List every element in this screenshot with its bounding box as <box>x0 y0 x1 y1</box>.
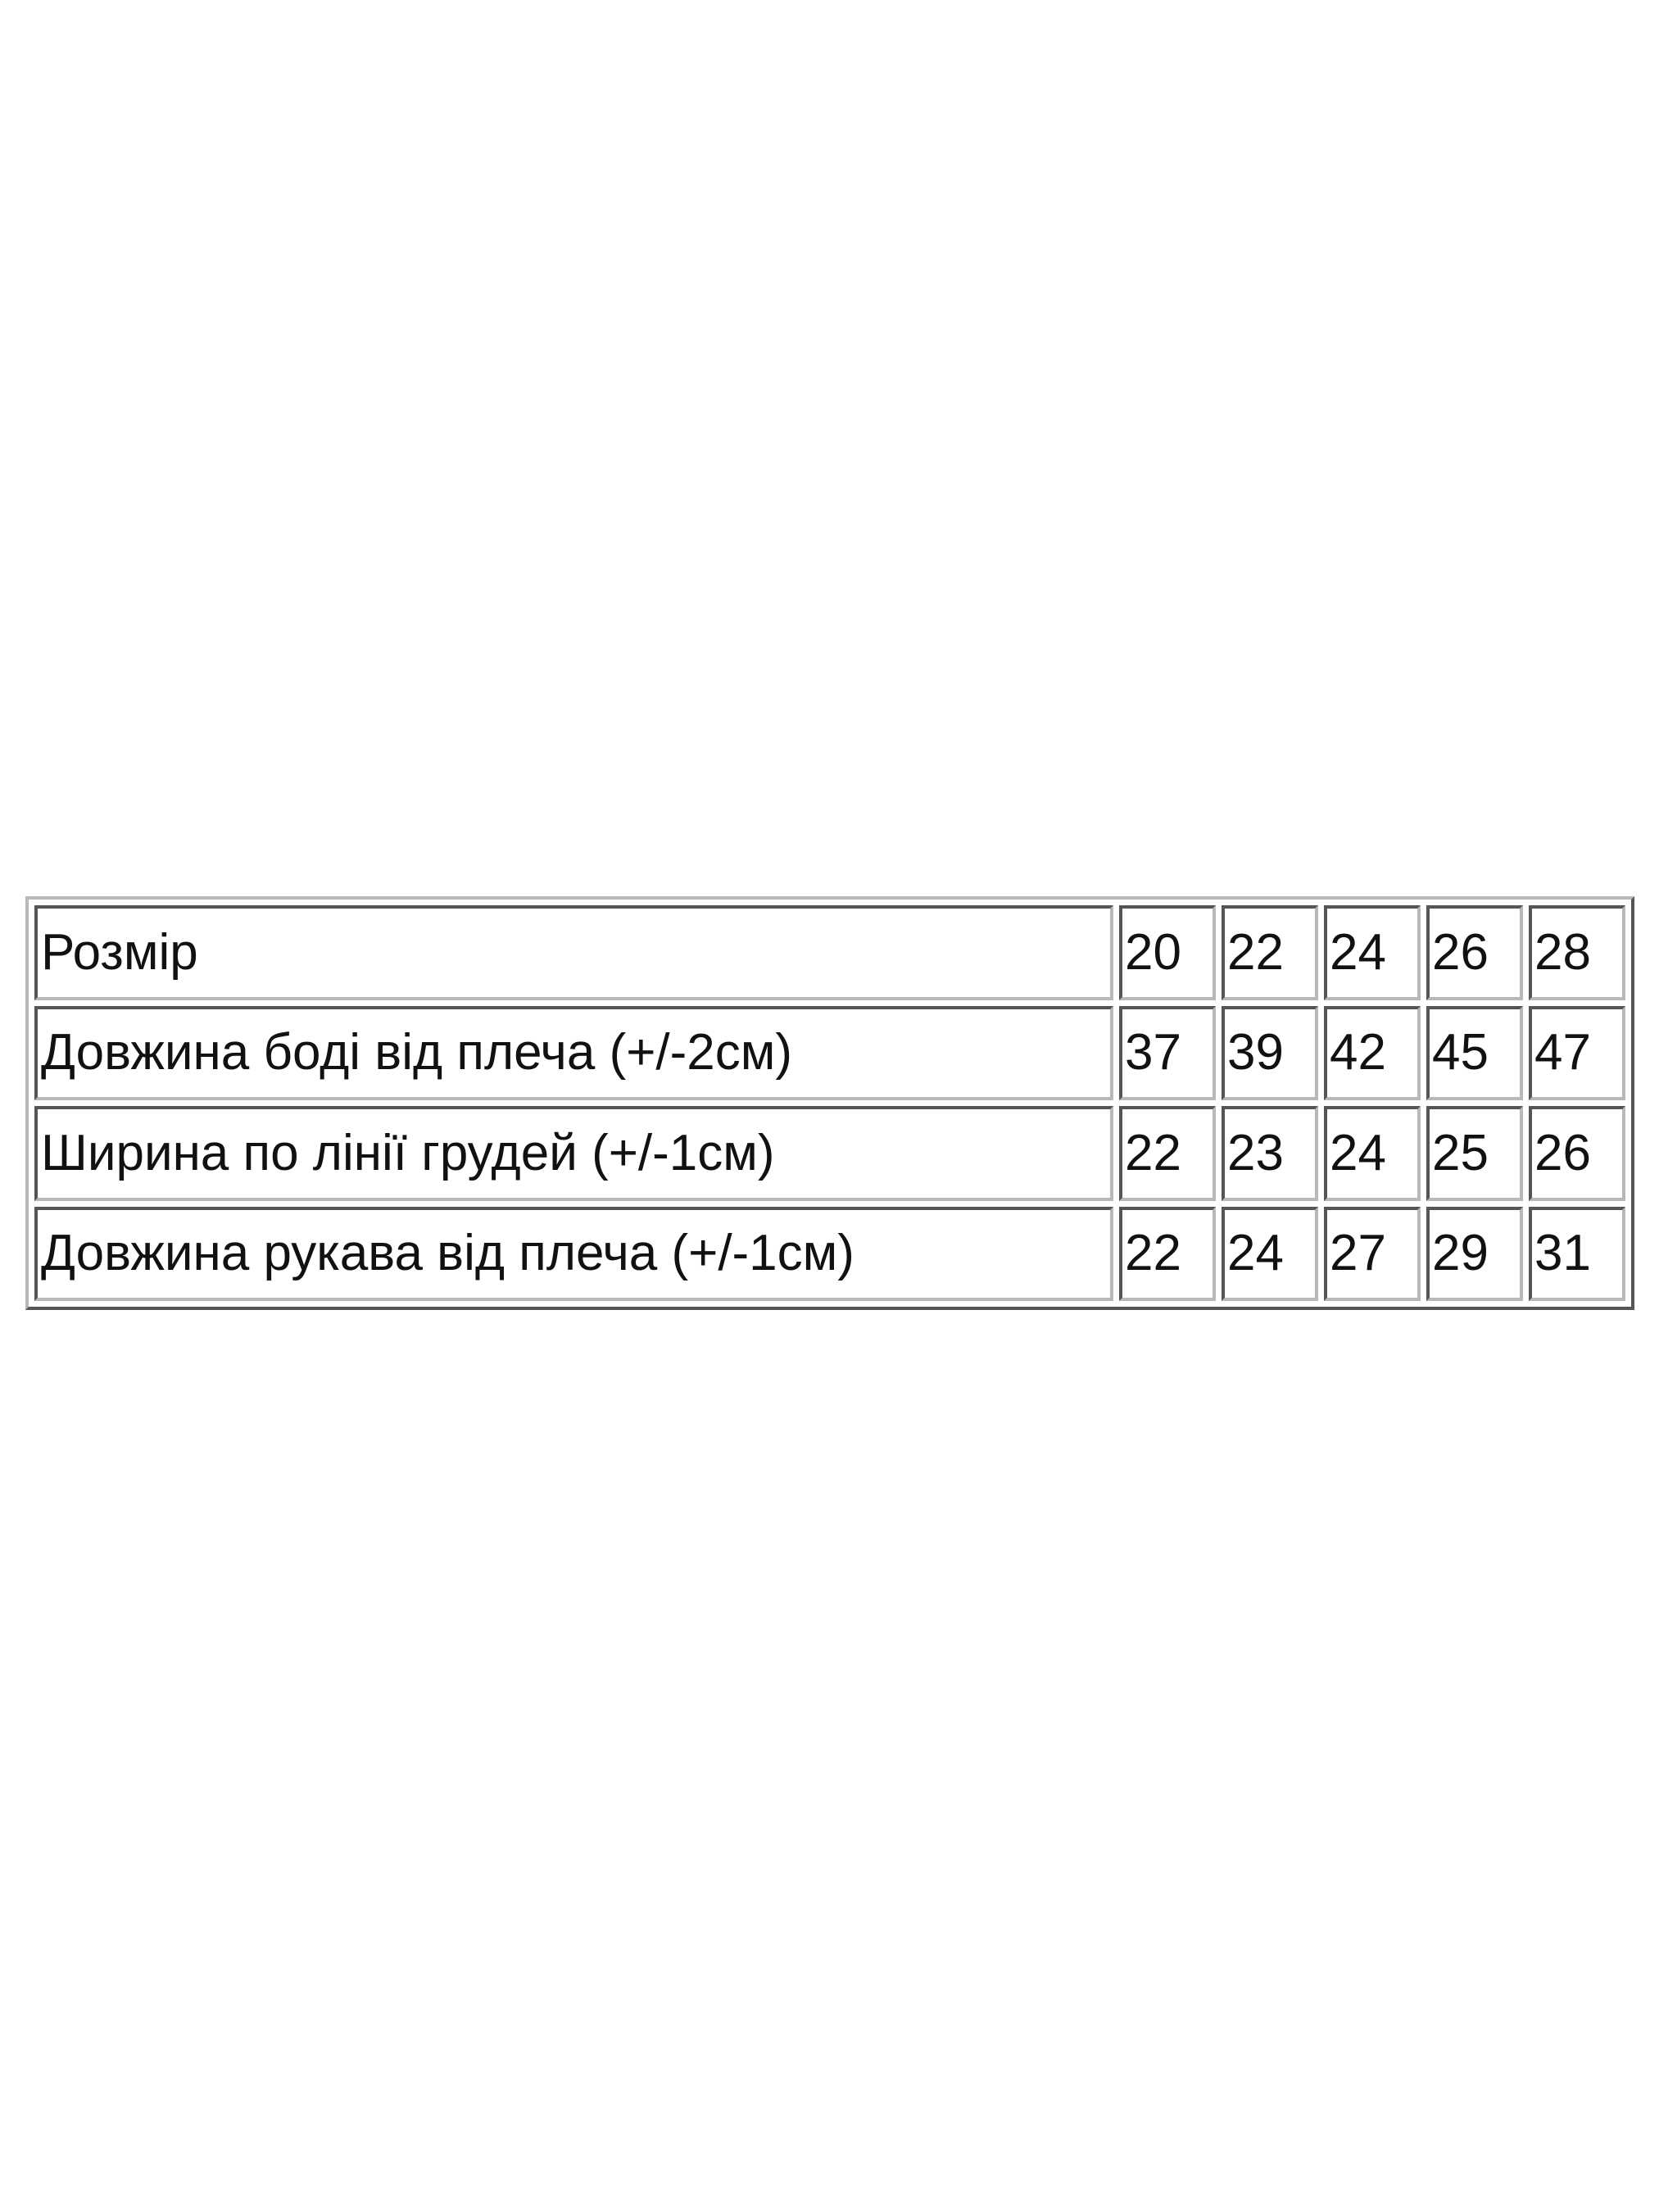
table-row: Довжина рукава від плеча (+/-1см) 22 24 27 2… <box>34 1206 1625 1301</box>
table-cell: 28 <box>1529 905 1625 1000</box>
row-label: Розмір <box>34 905 1113 1000</box>
table-cell: 27 <box>1324 1206 1421 1301</box>
table-cell: 42 <box>1324 1005 1421 1100</box>
row-label: Довжина боді від плеча (+/-2см) <box>34 1005 1113 1100</box>
table-row: Ширина по лінії грудей (+/-1см) 22 23 24 25 2… <box>34 1106 1625 1201</box>
header-row: Розмір 20 22 24 26 28 <box>34 905 1625 1000</box>
table-cell: 39 <box>1222 1005 1318 1100</box>
table-cell: 47 <box>1529 1005 1625 1100</box>
table-cell: 24 <box>1222 1206 1318 1301</box>
table-cell: 20 <box>1119 905 1216 1000</box>
table-cell: 31 <box>1529 1206 1625 1301</box>
table-cell: 22 <box>1119 1206 1216 1301</box>
table-cell: 23 <box>1222 1106 1318 1201</box>
table-cell: 22 <box>1222 905 1318 1000</box>
table-cell: 37 <box>1119 1005 1216 1100</box>
table-row: Довжина боді від плеча (+/-2см) 37 39 42 45 4… <box>34 1005 1625 1100</box>
size-table: Розмір 20 22 24 26 28 Довжина боді від плеча (… <box>25 896 1634 1310</box>
table-cell: 22 <box>1119 1106 1216 1201</box>
table-cell: 24 <box>1324 1106 1421 1201</box>
table-cell: 26 <box>1529 1106 1625 1201</box>
table-cell: 45 <box>1426 1005 1523 1100</box>
row-label: Ширина по лінії грудей (+/-1см) <box>34 1106 1113 1201</box>
table-cell: 29 <box>1426 1206 1523 1301</box>
table-cell: 24 <box>1324 905 1421 1000</box>
table-cell: 26 <box>1426 905 1523 1000</box>
table-cell: 25 <box>1426 1106 1523 1201</box>
row-label: Довжина рукава від плеча (+/-1см) <box>34 1206 1113 1301</box>
